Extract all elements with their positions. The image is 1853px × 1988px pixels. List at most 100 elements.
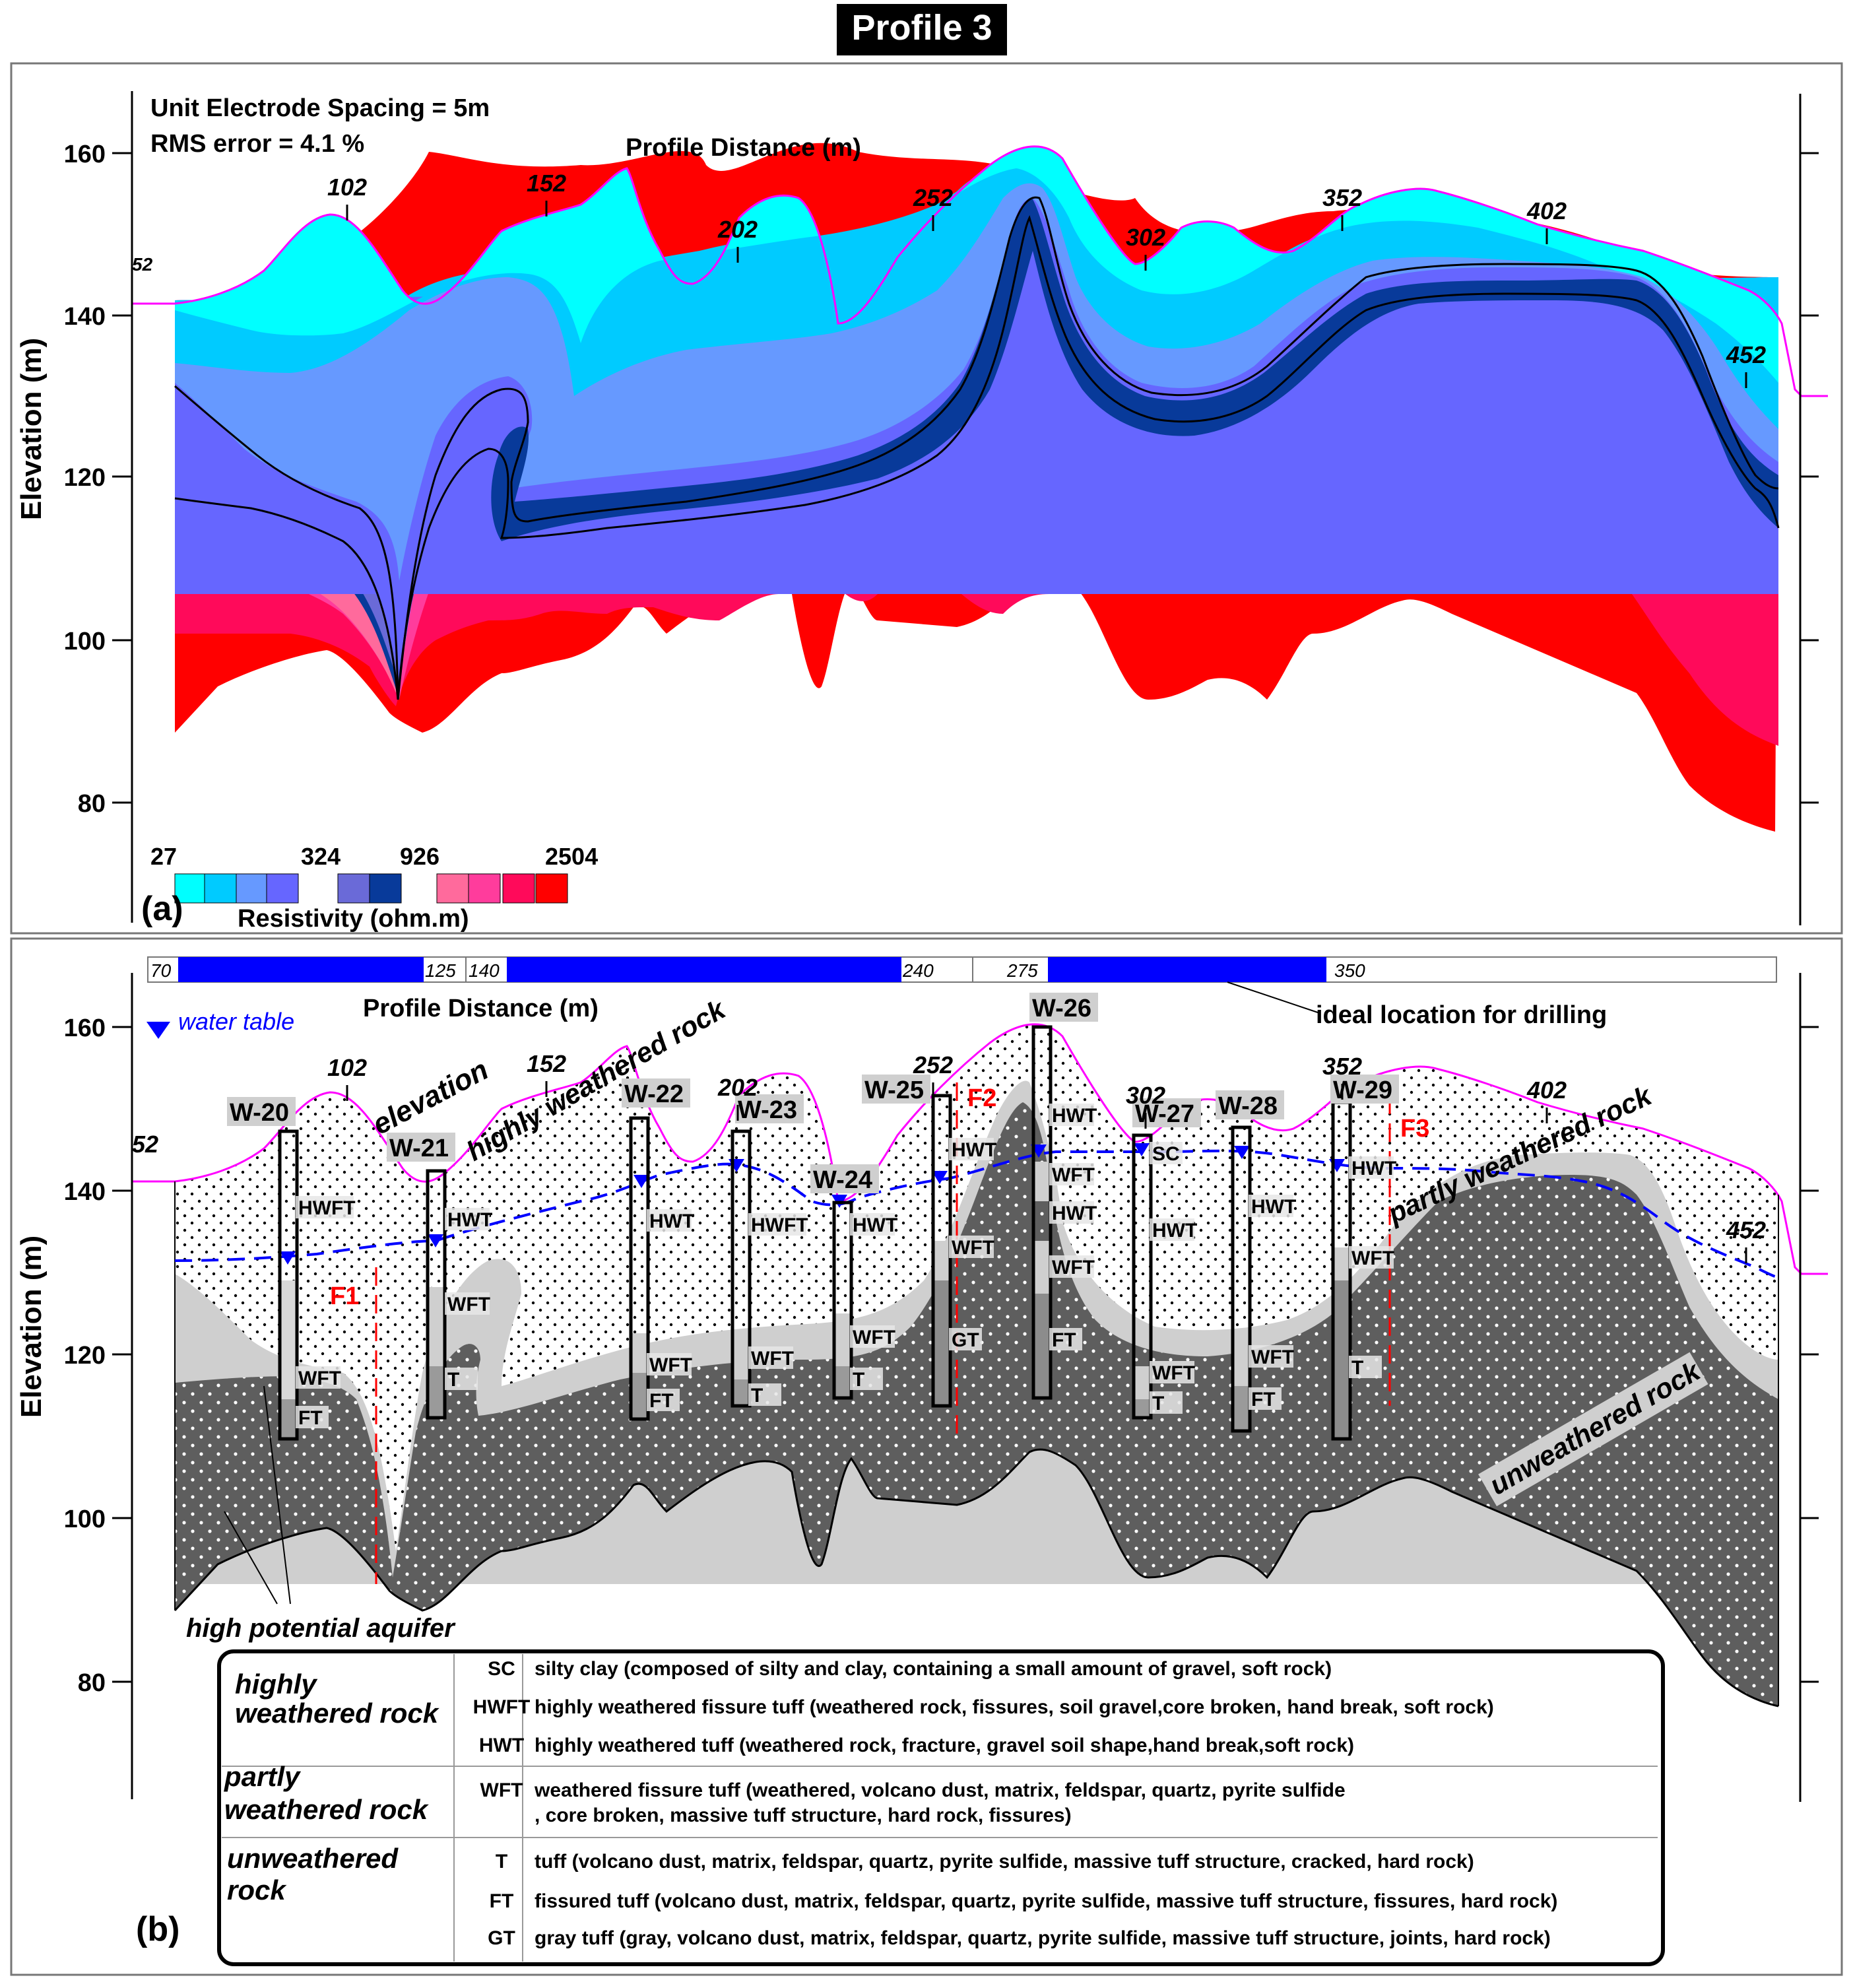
borehole-layer-fill (1033, 1162, 1051, 1201)
borehole-column (1132, 1133, 1153, 1420)
borehole-column (278, 1129, 299, 1441)
distance-tick-label: 452 (1726, 341, 1766, 368)
distance-tick-label: 152 (527, 1050, 566, 1077)
borehole-layer-label-bg (296, 1366, 341, 1389)
borehole-layer-label: HWT (1251, 1196, 1296, 1218)
borehole-layer-label-bg (445, 1368, 478, 1390)
panel-a-info-line1: Unit Electrode Spacing = 5m (150, 94, 490, 122)
water-table-line (174, 1149, 1779, 1278)
water-table-marker (428, 1234, 443, 1247)
panel-b-xlabel: Profile Distance (m) (363, 995, 599, 1022)
borehole-layer-label: HWT (1152, 1220, 1197, 1242)
borehole-layer-label-bg (1150, 1361, 1194, 1383)
borehole-layer-label: FT (649, 1390, 674, 1412)
borehole-layer-label-bg (647, 1209, 692, 1232)
water-table-marker (1234, 1146, 1250, 1159)
drilling-zone-2 (507, 957, 901, 982)
distance-tick-label: 402 (1526, 197, 1567, 224)
legend-swatch (236, 873, 269, 904)
borehole-layer-fill (834, 1366, 851, 1398)
borehole-layer-fill (631, 1373, 648, 1419)
borehole-layer-label: WFT (751, 1348, 794, 1370)
borehole-layer-label: WFT (952, 1237, 994, 1259)
borehole-layer-fill (1134, 1399, 1151, 1418)
borehole-name-bg (735, 1094, 804, 1123)
fault-f3-label: F3 (1400, 1115, 1429, 1143)
borehole-layer-label: WFT (1052, 1257, 1095, 1278)
water-table-marker (1134, 1143, 1150, 1156)
drilling-zone-3 (1048, 957, 1326, 982)
borehole-layer-label: T (751, 1385, 763, 1407)
borehole-layer-label-bg (949, 1236, 994, 1258)
legend-description: silty clay (composed of silty and clay, … (535, 1658, 1332, 1680)
panel-b-label: (b) (136, 1910, 179, 1948)
borehole-layer-label: WFT (853, 1327, 895, 1348)
y-tick-label: 160 (64, 141, 106, 168)
borehole-layer-label: HWT (649, 1210, 694, 1232)
panel-a-ylabel: Elevation (m) (15, 338, 48, 520)
resistivity-contour-dark (491, 199, 1778, 541)
borehole-name-bg (387, 1133, 455, 1162)
fault-f1-label: F1 (330, 1282, 359, 1310)
borehole-layer-label-bg (1150, 1218, 1194, 1241)
borehole-layer-label-bg (1249, 1195, 1293, 1217)
borehole-layer-label: HWT (952, 1139, 996, 1161)
zone-label-unweathered-bg (1478, 1352, 1708, 1507)
panel-b-distance-ticks: 52 102 152 202 252 302 352 402 452 (132, 1050, 1766, 1263)
borehole-layer-label: WFT (447, 1294, 490, 1315)
distance-tick-label: 252 (913, 1051, 953, 1078)
borehole-column (1231, 1125, 1252, 1433)
distance-tick-label: 52 (132, 254, 153, 275)
water-table-marker (634, 1175, 649, 1188)
boreholes: W-20 HWFT WFT FT W-21 HWT WFT T W-22 HWT WFT FT W-23… (227, 993, 1399, 1441)
unweathered-rock-outline (174, 1448, 1779, 1707)
borehole-layer-label-bg (748, 1383, 781, 1406)
legend-value-2504: 2504 (545, 843, 598, 870)
borehole-name: W-21 (389, 1135, 449, 1162)
y-tick-label: 140 (64, 1178, 106, 1206)
borehole-layer-label-bg (1049, 1255, 1094, 1278)
borehole-name: W-25 (864, 1077, 924, 1104)
borehole-layer-label-bg (445, 1292, 490, 1315)
borehole-name-bg (1132, 1098, 1201, 1127)
borehole-layer-label-bg (1349, 1356, 1382, 1378)
panel-b-ylabel: Elevation (m) (15, 1236, 48, 1418)
legend-code: FT (490, 1890, 514, 1912)
borehole-layer-label: SC (1152, 1143, 1180, 1165)
borehole-layer-fill (732, 1340, 750, 1379)
borehole-name: W-28 (1218, 1092, 1278, 1120)
borehole-layer-label-bg (949, 1328, 982, 1350)
legend-group-title: unweathered (227, 1843, 399, 1874)
legend-group-title: partly (224, 1761, 302, 1792)
legend-table-frame (217, 1649, 1665, 1966)
borehole-layer-label-bg (1150, 1142, 1183, 1164)
borehole-layer-label-bg (1049, 1163, 1094, 1185)
borehole-layer-label: FT (1251, 1389, 1276, 1410)
borehole-layer-fill (732, 1379, 750, 1406)
borehole-layer-label-bg (748, 1346, 793, 1369)
legend-description: fissured tuff (volcano dust, matrix, fel… (535, 1890, 1557, 1912)
borehole-layer-label: WFT (1351, 1247, 1394, 1269)
resistivity-legend (174, 873, 568, 904)
legend-value-27: 27 (150, 843, 177, 870)
legend-swatch (337, 873, 370, 904)
borehole-layer-fill (1333, 1247, 1350, 1280)
borehole-name-bg (227, 1097, 296, 1126)
y-tick-label: 120 (64, 464, 106, 492)
zone-label-elevation: elevation (368, 1053, 494, 1141)
borehole-layer-label-bg (1150, 1391, 1183, 1414)
legend-swatch (436, 873, 469, 904)
borehole-layer-label: HWFT (751, 1214, 808, 1236)
legend-group-title: highly (235, 1669, 318, 1700)
borehole-name-bg (1216, 1090, 1284, 1119)
distance-tick-label: 102 (327, 1054, 367, 1081)
legend-description: weathered fissure tuff (weathered, volca… (534, 1779, 1346, 1801)
borehole-layer-label: HWT (853, 1214, 897, 1236)
distance-tick-label: 202 (717, 216, 758, 243)
y-tick-label: 160 (64, 1014, 106, 1042)
legend-value-324: 324 (301, 843, 341, 870)
borehole-layer-fill (834, 1313, 851, 1366)
legend-code: HWFT (473, 1696, 531, 1718)
borehole-name: W-23 (738, 1096, 797, 1124)
